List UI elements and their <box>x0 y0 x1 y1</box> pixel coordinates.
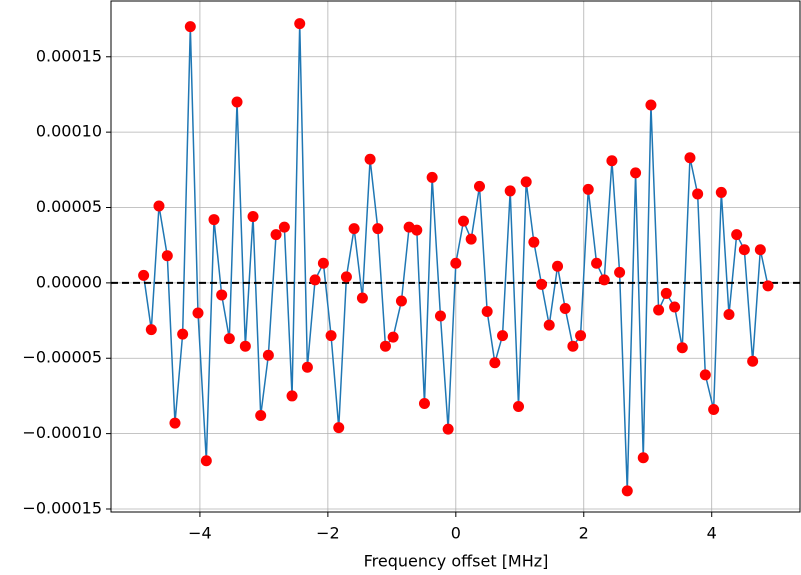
plot-frame <box>110 0 801 513</box>
point <box>504 185 516 197</box>
y-tick-label: 0.00005 <box>36 197 102 216</box>
point <box>411 224 423 236</box>
point <box>192 307 204 319</box>
point <box>434 310 446 322</box>
point <box>621 485 633 497</box>
point <box>364 153 376 165</box>
point <box>669 301 681 313</box>
point <box>442 423 454 435</box>
point <box>208 214 220 226</box>
x-axis-label: Frequency offset [MHz] <box>364 552 549 571</box>
point <box>340 271 352 283</box>
point <box>309 274 321 286</box>
point <box>559 303 571 315</box>
point <box>754 244 766 256</box>
point <box>348 223 360 235</box>
point <box>747 355 759 367</box>
point <box>699 369 711 381</box>
point <box>552 260 564 272</box>
point <box>465 233 477 245</box>
point <box>301 361 313 373</box>
point <box>653 304 665 316</box>
point <box>731 229 743 241</box>
y-tick-label: 0.00015 <box>36 46 102 65</box>
point <box>333 422 345 434</box>
point <box>216 289 228 301</box>
point <box>637 452 649 464</box>
point <box>317 257 329 269</box>
point <box>270 229 282 241</box>
point <box>457 215 469 227</box>
point <box>387 331 399 343</box>
point <box>223 333 235 345</box>
y-tick-label: −0.00010 <box>22 423 102 442</box>
point <box>489 357 501 369</box>
point <box>356 292 368 304</box>
point <box>200 455 212 467</box>
point <box>286 390 298 402</box>
point <box>738 244 750 256</box>
x-tick-label: 0 <box>451 524 461 543</box>
point <box>630 167 642 179</box>
point <box>762 280 774 292</box>
point <box>255 410 267 422</box>
point <box>138 269 150 281</box>
y-tick-label: −0.00005 <box>22 348 102 367</box>
point <box>692 188 704 200</box>
point <box>684 152 696 164</box>
point <box>161 250 173 262</box>
point <box>606 155 618 167</box>
point <box>262 349 274 361</box>
point <box>481 306 493 318</box>
point <box>582 183 594 195</box>
x-tick-label: −4 <box>188 524 212 543</box>
point <box>379 340 391 352</box>
point <box>645 99 657 111</box>
point <box>153 200 165 212</box>
point <box>145 324 157 336</box>
point <box>372 223 384 235</box>
point <box>536 278 548 290</box>
point <box>715 186 727 198</box>
point <box>177 328 189 340</box>
point <box>231 96 243 108</box>
point <box>426 171 438 183</box>
point <box>598 274 610 286</box>
point <box>614 266 626 278</box>
point <box>395 295 407 307</box>
x-tick-label: 2 <box>579 524 589 543</box>
point <box>325 330 337 342</box>
point <box>294 18 306 30</box>
point <box>497 330 509 342</box>
point <box>418 397 430 409</box>
point <box>660 287 672 299</box>
y-tick-label: 0.00010 <box>36 122 102 141</box>
point <box>513 400 525 412</box>
point <box>169 417 181 429</box>
point <box>520 176 532 188</box>
point <box>567 340 579 352</box>
point <box>676 342 688 354</box>
point <box>591 257 603 269</box>
point <box>473 180 485 192</box>
point <box>239 340 251 352</box>
point <box>723 309 735 321</box>
point <box>708 403 720 415</box>
y-tick-label: 0.00000 <box>36 272 102 291</box>
point <box>543 319 555 331</box>
point <box>575 330 587 342</box>
point <box>184 21 196 33</box>
x-tick-label: 4 <box>707 524 717 543</box>
point <box>278 221 290 233</box>
point <box>247 211 259 223</box>
point <box>450 257 462 269</box>
x-tick-label: −2 <box>316 524 340 543</box>
point <box>528 236 540 248</box>
y-tick-label: −0.00015 <box>22 498 102 517</box>
